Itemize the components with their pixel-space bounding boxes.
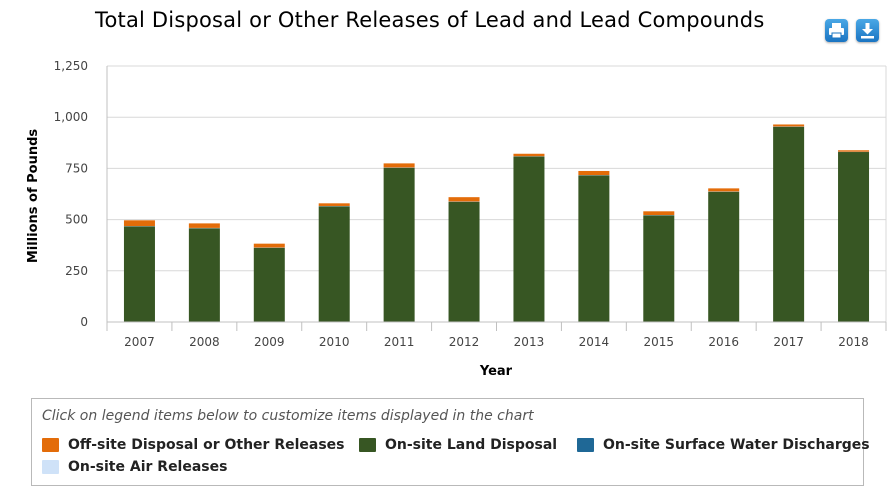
legend-item-onsite-air-releases[interactable]: On-site Air Releases: [42, 459, 227, 475]
bar-segment: [448, 201, 480, 322]
bar-segment: [513, 153, 545, 157]
x-axis-title: Year: [479, 364, 513, 379]
bar-segment: [188, 223, 220, 228]
x-tick-label: 2014: [579, 335, 610, 349]
bar-segment: [123, 220, 155, 227]
x-tick-label: 2007: [124, 335, 155, 349]
y-axis-title: Millions of Pounds: [26, 129, 41, 264]
bar-segment: [253, 243, 285, 248]
bar-segment: [318, 203, 350, 206]
x-tick-label: 2016: [708, 335, 739, 349]
y-tick-label: 1,000: [54, 110, 88, 124]
bar-segment: [383, 163, 415, 168]
x-tick-label: 2010: [319, 335, 350, 349]
legend-label: On-site Land Disposal: [385, 437, 558, 453]
bar-segment: [773, 124, 805, 127]
chart-area: 0 250 500 750 1,000 1,250 2007 2008 2009 2010 2011…: [26, 59, 887, 379]
x-tick-label: 2008: [189, 335, 220, 349]
bar-segment: [318, 206, 350, 322]
x-tick-label: 2013: [514, 335, 545, 349]
x-tick-label: 2009: [254, 335, 285, 349]
chart-title: Total Disposal or Other Releases of Lead…: [95, 8, 765, 32]
legend-swatch: [42, 438, 59, 452]
legend-item-onsite-land-disposal[interactable]: On-site Land Disposal: [359, 437, 557, 453]
legend-label: On-site Surface Water Discharges: [603, 437, 870, 453]
printer-icon: [829, 23, 844, 39]
bar-segment: [448, 197, 480, 202]
bar-segment: [708, 188, 740, 192]
bar-segment: [578, 170, 610, 176]
x-tick-label: 2017: [773, 335, 804, 349]
y-tick-label: 750: [65, 161, 88, 175]
y-tick-label: 250: [65, 264, 88, 278]
bar-segment: [188, 228, 220, 322]
bar-segment: [578, 175, 610, 322]
bar-segment: [773, 126, 805, 323]
bar-segment: [643, 215, 675, 322]
y-tick-label: 1,250: [54, 59, 88, 73]
bar-segment: [383, 167, 415, 322]
download-button[interactable]: [856, 19, 879, 42]
x-tick-label: 2011: [384, 335, 415, 349]
bar-segment: [708, 191, 740, 322]
bar-segment: [123, 226, 155, 322]
legend-hint: Click on legend items below to customize…: [42, 408, 534, 424]
x-tick-label: 2012: [449, 335, 480, 349]
bar-segment: [838, 152, 870, 322]
print-button[interactable]: [825, 19, 848, 42]
download-icon: [861, 23, 874, 39]
x-tick-label: 2015: [644, 335, 675, 349]
bar-segment: [643, 211, 675, 215]
legend-panel: Click on legend items below to customize…: [31, 398, 870, 486]
x-tick-label: 2018: [838, 335, 869, 349]
legend-swatch: [42, 460, 59, 474]
legend-swatch: [359, 438, 376, 452]
y-tick-label: 0: [80, 315, 88, 329]
legend-item-offsite-disposal[interactable]: Off-site Disposal or Other Releases: [42, 437, 345, 453]
bar-segment: [513, 156, 545, 322]
legend-swatch: [577, 438, 594, 452]
bar-segment: [253, 247, 285, 322]
legend-label: Off-site Disposal or Other Releases: [68, 437, 345, 453]
bar-segment: [838, 150, 870, 152]
legend-label: On-site Air Releases: [68, 459, 228, 475]
legend-item-onsite-surface-water[interactable]: On-site Surface Water Discharges: [577, 437, 870, 453]
y-tick-label: 500: [65, 213, 88, 227]
